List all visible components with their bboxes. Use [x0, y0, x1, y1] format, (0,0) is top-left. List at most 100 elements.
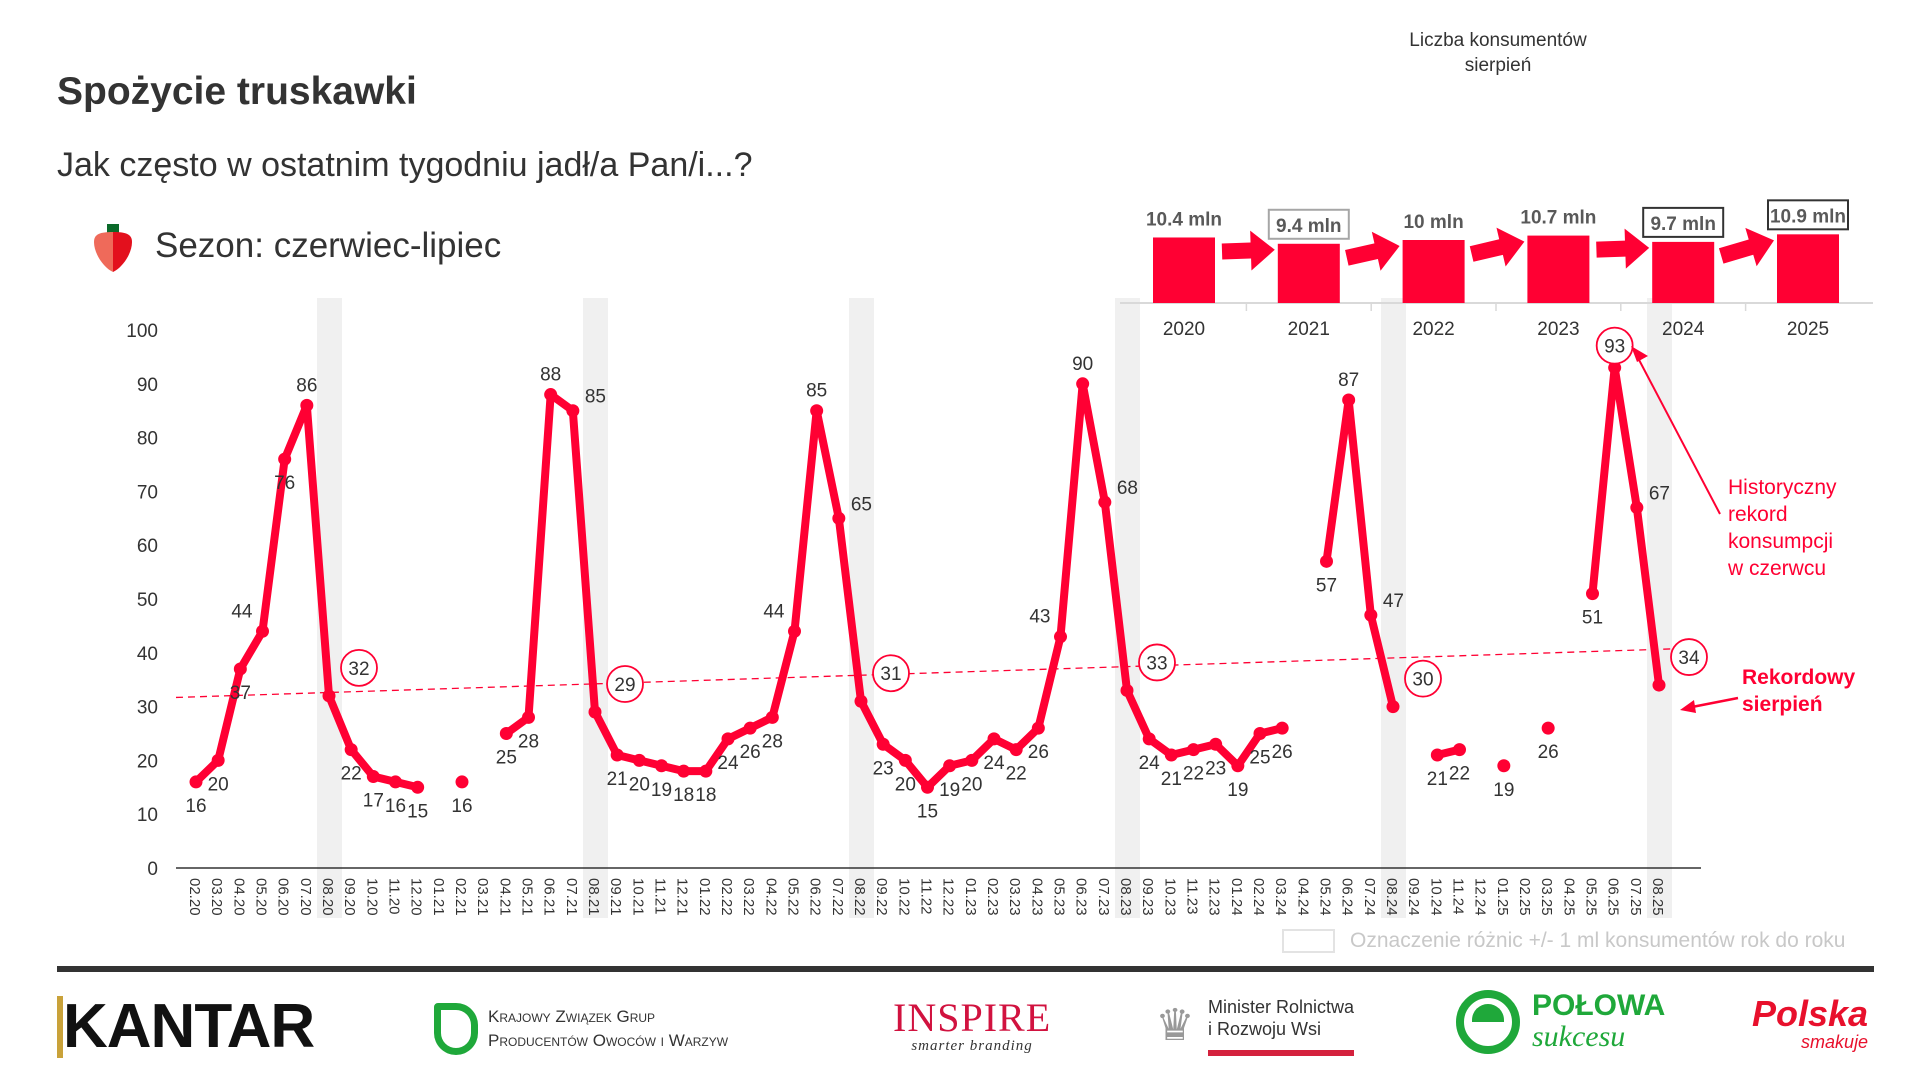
inset-label-box — [1767, 199, 1849, 231]
data-label: 85 — [585, 387, 606, 408]
x-tick-label: 06.22 — [807, 878, 824, 916]
x-tick-label: 02.22 — [718, 878, 735, 916]
data-label: 25 — [496, 748, 517, 769]
data-label: 19 — [939, 780, 960, 801]
x-tick-label: 01.24 — [1228, 878, 1245, 916]
data-point — [1386, 700, 1400, 714]
inset-year-label: 2021 — [1288, 319, 1330, 340]
data-point — [1142, 732, 1156, 746]
data-point — [765, 710, 779, 724]
x-tick-label: 01.21 — [430, 878, 447, 916]
record-june-arrow — [1636, 355, 1721, 515]
polowa-line1: POŁOWA — [1532, 989, 1666, 1022]
inset-label-box — [1642, 206, 1725, 238]
data-label: 87 — [1338, 370, 1359, 391]
x-tick-label: 03.22 — [740, 878, 757, 916]
inset-year-label: 2020 — [1163, 319, 1205, 340]
x-tick-label: 07.23 — [1095, 878, 1112, 916]
data-point — [499, 727, 513, 740]
data-label: 20 — [629, 774, 650, 795]
y-tick-label: 50 — [137, 590, 158, 611]
y-tick-label: 90 — [137, 375, 158, 396]
data-label: 32 — [348, 659, 369, 680]
data-label: 19 — [1227, 780, 1248, 801]
data-label: 51 — [1582, 608, 1603, 629]
data-point — [300, 398, 314, 412]
polowa-line2: sukcesu — [1532, 1020, 1626, 1053]
data-label: 44 — [763, 601, 785, 622]
data-label: 21 — [607, 769, 628, 790]
data-label: 20 — [895, 774, 916, 795]
data-label: 22 — [341, 764, 362, 785]
data-point — [1031, 721, 1045, 735]
data-point — [1320, 554, 1333, 568]
data-point — [1275, 721, 1289, 735]
data-point — [1586, 587, 1599, 601]
kantar-logo: KANTAR — [57, 996, 315, 1058]
x-tick-label: 04.20 — [230, 878, 247, 916]
x-tick-label: 01.22 — [696, 878, 713, 916]
x-tick-label: 08.20 — [319, 878, 336, 916]
x-tick-label: 11.21 — [652, 878, 669, 914]
legend-text: Oznaczenie różnic +/- 1 ml konsumentów r… — [1350, 929, 1846, 952]
data-label: 21 — [1161, 769, 1182, 790]
ministry-logo: ♛ Minister Rolnictwa i Rozwoju Wsi — [1150, 996, 1355, 1058]
x-tick-label: 09.22 — [873, 878, 890, 916]
data-point — [921, 780, 934, 794]
data-label: 37 — [230, 683, 251, 704]
inset-value-label: 10.9 mln — [1770, 206, 1846, 227]
x-tick-label: 07.25 — [1627, 878, 1644, 916]
season-label: Sezon: czerwiec-lipiec — [155, 226, 502, 265]
x-tick-label: 07.24 — [1361, 878, 1378, 916]
data-label: 18 — [695, 785, 716, 806]
x-tick-label: 08.25 — [1649, 878, 1666, 916]
y-tick-label: 30 — [137, 698, 158, 719]
inset-bar — [1777, 234, 1839, 303]
kzgp-line1: Krajowy Związek Grup — [488, 1007, 656, 1026]
data-label: 24 — [1139, 753, 1161, 774]
y-tick-label: 10 — [137, 805, 158, 826]
x-tick-label: 02.23 — [984, 878, 1001, 916]
data-label: 23 — [1205, 758, 1226, 779]
highlight-circle — [606, 665, 644, 703]
august-season-band — [1381, 298, 1406, 918]
inset-year-label: 2024 — [1662, 319, 1705, 340]
data-label: 20 — [961, 774, 982, 795]
y-tick-label: 0 — [147, 859, 158, 880]
data-point — [566, 404, 580, 418]
data-label: 22 — [1449, 764, 1470, 785]
data-label: 25 — [1249, 748, 1270, 769]
x-tick-label: 06.23 — [1073, 878, 1090, 916]
inset-value-label: 9.4 mln — [1276, 216, 1341, 237]
highlight-circle — [1404, 659, 1442, 698]
legend-swatch — [1282, 929, 1335, 953]
y-tick-label: 70 — [137, 482, 158, 503]
record-august-arrowhead — [1680, 700, 1696, 713]
data-label: 21 — [1427, 769, 1448, 790]
x-tick-label: 09.21 — [607, 878, 624, 916]
inset-year-label: 2022 — [1412, 319, 1454, 340]
x-tick-label: 12.22 — [940, 878, 957, 916]
data-label: 85 — [806, 381, 827, 402]
polska-smakuje-logo: Polska smakuje — [1752, 996, 1868, 1053]
data-point — [233, 662, 247, 676]
annotation-line: Historyczny — [1728, 476, 1837, 499]
x-tick-label: 05.25 — [1583, 878, 1600, 916]
data-point — [1342, 393, 1356, 407]
data-point — [788, 624, 801, 638]
inspire-wordmark: INSPIRE — [893, 995, 1052, 1040]
data-label: 44 — [231, 601, 253, 622]
inset-bar — [1277, 243, 1340, 303]
data-point — [1430, 748, 1444, 762]
x-tick-label: 06.21 — [541, 878, 558, 916]
x-tick-label: 10.24 — [1427, 878, 1444, 916]
data-point — [411, 780, 425, 794]
data-point — [211, 753, 225, 767]
data-point — [677, 764, 691, 778]
series-line-segment — [1588, 363, 1663, 690]
data-label: 23 — [873, 758, 894, 779]
data-label: 20 — [208, 774, 229, 795]
inspire-tagline: smarter branding — [911, 1038, 1033, 1054]
data-label: 17 — [363, 791, 384, 812]
annotation-line: rekord — [1728, 503, 1788, 526]
